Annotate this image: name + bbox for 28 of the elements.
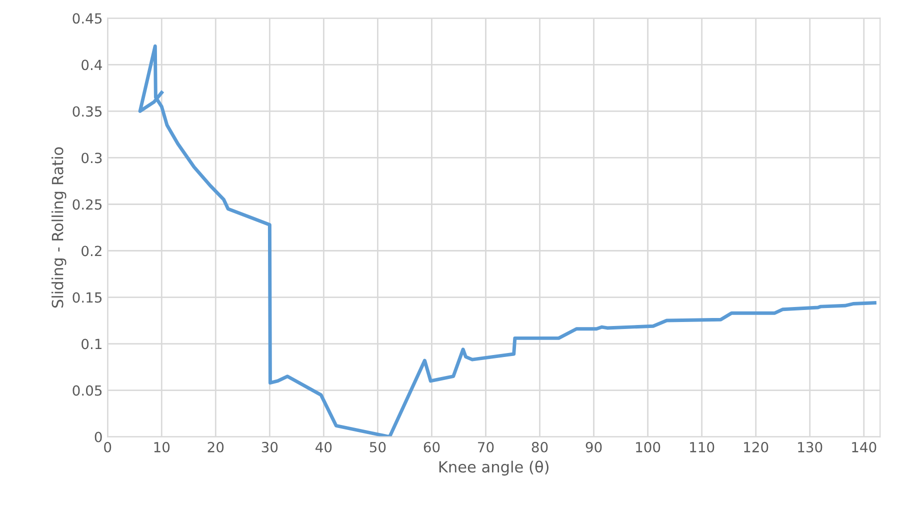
x-tick-label: 90 (586, 442, 602, 452)
line-series (138, 44, 876, 437)
x-tick-label: 140 (852, 442, 876, 452)
y-axis-title: Sliding - Rolling Ratio (51, 147, 66, 308)
y-tick-label: 0.35 (72, 106, 102, 117)
x-tick-label: 130 (798, 442, 822, 452)
y-tick-label: 0.2 (82, 246, 102, 256)
x-tick-label: 80 (532, 442, 548, 452)
x-tick-label: 0 (104, 442, 112, 452)
y-tick-label: 0.15 (72, 292, 102, 303)
y-tick-label: 0.45 (72, 13, 102, 24)
y-tick-label: 0.3 (82, 152, 102, 164)
y-tick-label: 0.25 (72, 199, 102, 210)
x-tick-label: 20 (208, 442, 224, 452)
x-tick-label: 70 (478, 442, 494, 452)
x-tick-label: 100 (636, 442, 660, 452)
x-tick-label: 50 (370, 442, 386, 452)
x-tick-label: 10 (154, 442, 170, 452)
x-tick-label: 40 (316, 442, 332, 452)
x-tick-label: 30 (262, 442, 278, 452)
x-tick-label: 120 (744, 442, 768, 452)
x-tick-label: 60 (424, 442, 440, 452)
y-tick-label: 0.4 (82, 60, 102, 70)
y-tick-label: 0.05 (72, 385, 102, 396)
x-axis-title: Knee angle (θ) (439, 460, 548, 476)
y-tick-label: 0.1 (82, 338, 102, 350)
y-tick-label: 0 (94, 432, 102, 442)
x-tick-label: 110 (690, 442, 714, 452)
